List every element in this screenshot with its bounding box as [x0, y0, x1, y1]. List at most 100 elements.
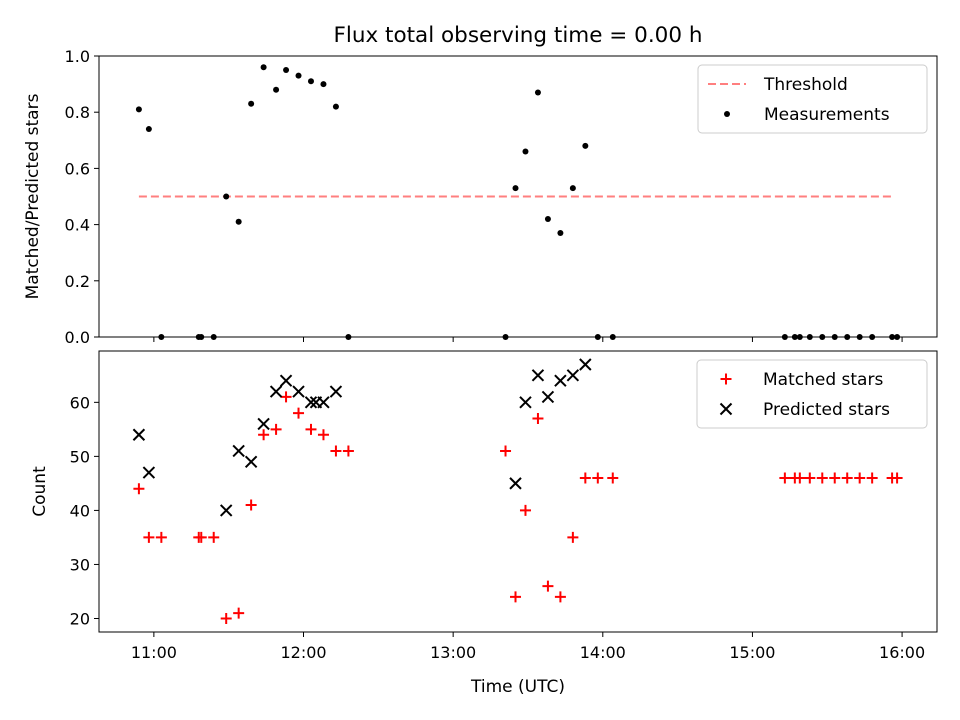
- y-tick-label: 1.0: [65, 47, 90, 66]
- predicted-star-point: [269, 385, 283, 398]
- measurement-point: [502, 334, 509, 340]
- measurement-point: [320, 81, 327, 88]
- matched-star-point: [195, 531, 207, 543]
- predicted-star-point: [132, 428, 146, 441]
- measurement-point: [283, 67, 290, 74]
- predicted-star-point: [257, 417, 270, 431]
- matched-star-point: [592, 472, 604, 484]
- x-tick-label: 15:00: [729, 643, 775, 662]
- y-tick-label: 30: [70, 555, 90, 574]
- measurement-point: [609, 334, 616, 340]
- legend-measurements-swatch: [724, 111, 730, 117]
- matched-star-point: [233, 607, 245, 619]
- predicted-star-point: [566, 369, 580, 382]
- predicted-star-point: [519, 396, 532, 409]
- legend-predicted-swatch: [719, 402, 733, 416]
- measurement-point: [248, 100, 255, 107]
- y-tick-label: 0.8: [65, 103, 90, 122]
- x-tick-label: 13:00: [430, 643, 476, 662]
- matched-star-point: [342, 445, 354, 457]
- predicted-star-point: [329, 385, 343, 398]
- measurement-point: [582, 142, 589, 149]
- y-tick-label: 0.0: [65, 328, 90, 347]
- series-predicted-stars: [132, 358, 592, 517]
- legend-label: Predicted stars: [763, 400, 890, 420]
- axes-frame: [98, 55, 938, 338]
- matched-star-point: [804, 472, 816, 484]
- measurement-point: [260, 64, 267, 71]
- x-tick-label: 14:00: [580, 643, 626, 662]
- legend: Threshold Measurements: [697, 64, 928, 134]
- matched-star-point: [841, 472, 853, 484]
- matched-star-point: [133, 483, 145, 495]
- measurement-point: [273, 86, 280, 93]
- predicted-star-point: [541, 390, 555, 404]
- measurement-point: [844, 334, 851, 340]
- legend-label: Matched stars: [763, 370, 883, 390]
- matched-star-point: [779, 472, 791, 484]
- predicted-star-point: [579, 358, 592, 371]
- panel-2: 20 30 40 50 60 11:00 12:00 13:00 14:00 15:00 16:00…: [30, 350, 938, 662]
- legend-label: Measurements: [764, 105, 890, 125]
- measurement-point: [544, 215, 551, 222]
- measurement-point: [198, 334, 205, 340]
- matched-star-point: [258, 429, 270, 441]
- predicted-star-point: [509, 477, 522, 490]
- series-matched-stars: [133, 391, 903, 624]
- matched-star-point: [866, 472, 878, 484]
- measurement-point: [135, 106, 142, 113]
- y-tick-label: 60: [70, 393, 90, 412]
- measurement-point: [307, 78, 314, 85]
- legend-label: Threshold: [763, 75, 848, 95]
- matched-star-point: [510, 591, 522, 603]
- matched-star-point: [532, 413, 544, 425]
- measurement-point: [791, 334, 798, 340]
- matched-star-point: [854, 472, 866, 484]
- measurement-point: [158, 334, 165, 340]
- y-tick-label: 40: [70, 501, 90, 520]
- measurement-point: [557, 230, 564, 237]
- matched-star-point: [293, 407, 305, 419]
- measurement-point: [856, 334, 863, 340]
- axes-frame: [98, 350, 938, 633]
- measurement-point: [332, 103, 339, 110]
- measurement-point: [594, 334, 601, 340]
- legend: Matched stars Predicted stars: [696, 359, 928, 429]
- y-tick-label: 50: [70, 447, 90, 466]
- x-tick-label: 12:00: [280, 643, 326, 662]
- measurement-point: [145, 126, 152, 133]
- measurement-point: [210, 334, 217, 340]
- matched-star-point: [155, 531, 167, 543]
- matched-star-point: [305, 423, 317, 435]
- matched-star-point: [579, 472, 591, 484]
- matched-star-point: [220, 612, 232, 624]
- series-measurements: [135, 64, 901, 340]
- matched-star-point: [208, 531, 220, 543]
- x-tick-label: 11:00: [131, 643, 177, 662]
- legend-box: [697, 64, 928, 134]
- predicted-star-point: [304, 396, 318, 409]
- measurement-point: [235, 218, 242, 225]
- predicted-star-point: [292, 385, 305, 398]
- legend-matched-swatch: [720, 373, 732, 385]
- measurement-point: [345, 334, 352, 340]
- x-tick-label: 16:00: [879, 643, 925, 662]
- matched-star-point: [245, 499, 257, 511]
- measurement-point: [796, 334, 803, 340]
- measurement-point: [806, 334, 813, 340]
- matched-star-point: [542, 580, 554, 592]
- matched-star-point: [317, 429, 329, 441]
- measurement-point: [534, 89, 541, 96]
- matched-star-point: [607, 472, 619, 484]
- measurement-point: [223, 193, 230, 200]
- y-axis-label: Count: [30, 466, 50, 517]
- y-tick-label: 0.2: [65, 272, 90, 291]
- measurement-point: [522, 148, 529, 155]
- panels: 0.0 0.2 0.4 0.6 0.8 1.0 Matched/Predicted star…: [23, 47, 938, 662]
- measurement-point: [831, 334, 838, 340]
- matched-star-point: [816, 472, 828, 484]
- matched-star-point: [143, 531, 155, 543]
- measurement-point: [781, 334, 788, 340]
- figure-title: Flux total observing time = 0.00 h: [334, 23, 703, 48]
